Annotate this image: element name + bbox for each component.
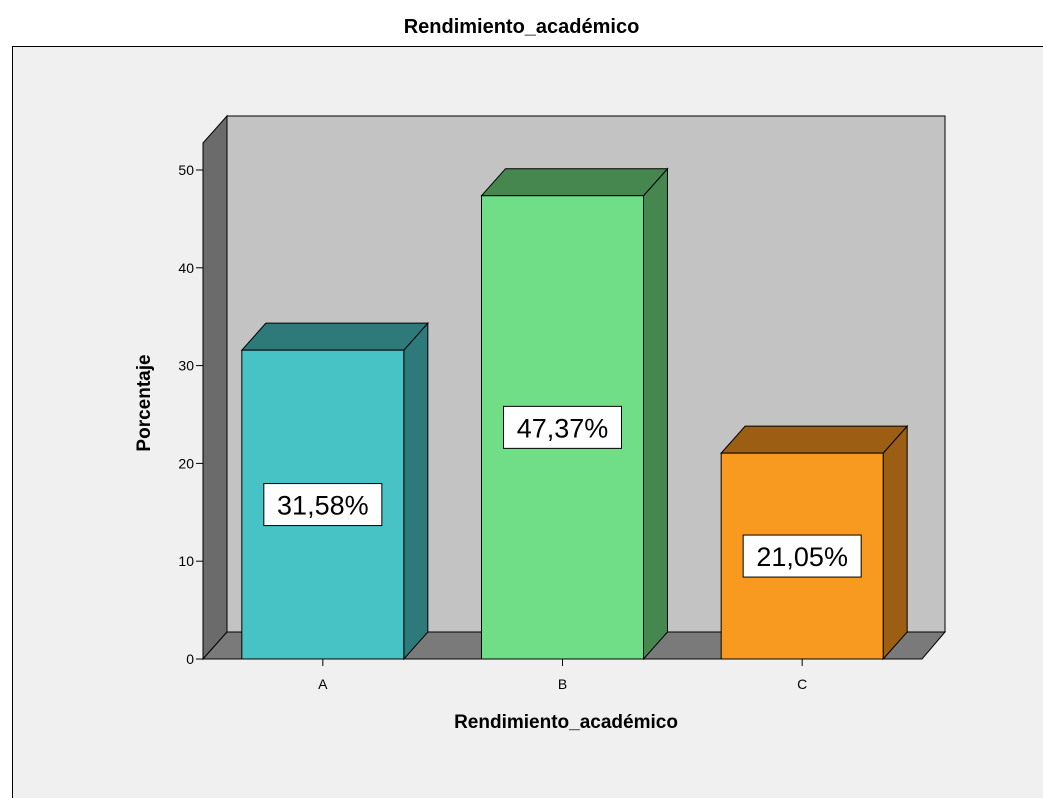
data-label-box	[263, 483, 383, 527]
y-axis-label: Porcentaje	[134, 354, 155, 451]
y-tick-label: 20	[178, 455, 194, 471]
y-tick-label: 10	[178, 553, 194, 569]
data-label: 21,05%	[756, 542, 848, 572]
y-tick-label: 40	[178, 260, 194, 276]
bar-side	[643, 167, 668, 661]
x-tick-label: C	[797, 676, 807, 692]
bar-side	[403, 321, 429, 661]
y-tick-label: 30	[178, 358, 194, 374]
x-axis-label: Rendimiento_académico	[454, 712, 678, 733]
data-label: 47,37%	[517, 413, 609, 443]
x-tick-label: A	[318, 676, 328, 692]
chart-title: Rendimiento_académico	[403, 16, 640, 38]
data-label: 31,58%	[277, 491, 369, 521]
data-label-box	[742, 534, 862, 578]
data-label-box	[503, 405, 622, 449]
bar-top	[480, 168, 669, 197]
y-tick-label: 0	[186, 651, 194, 667]
bar-top	[240, 322, 429, 351]
x-tick-label: B	[558, 676, 567, 692]
y-tick-label: 50	[178, 162, 194, 178]
bar-top	[720, 425, 909, 454]
bar-side	[882, 424, 908, 661]
side-wall	[202, 114, 228, 661]
